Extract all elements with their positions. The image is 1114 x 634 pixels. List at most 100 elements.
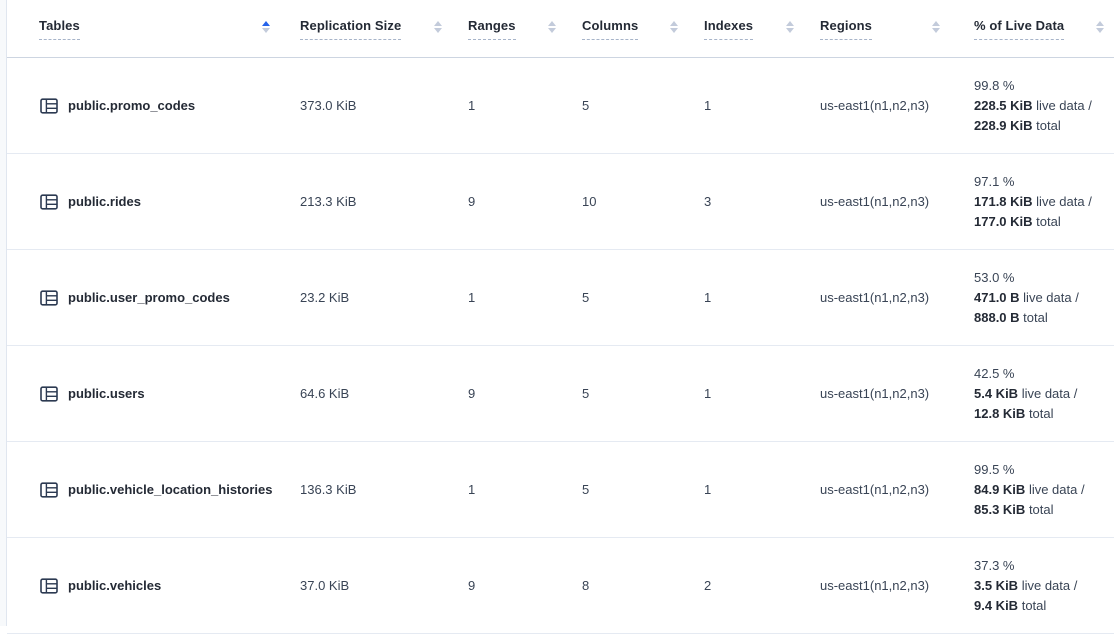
sort-control[interactable]: [786, 20, 794, 33]
table-icon: [39, 384, 59, 404]
table-name-link[interactable]: public.user_promo_codes: [68, 290, 230, 305]
total-data-size: 888.0 B total: [974, 309, 1048, 325]
sort-asc-icon[interactable]: [932, 20, 940, 26]
sort-desc-icon[interactable]: [548, 27, 556, 33]
live-data-cell: 97.1 % 171.8 KiB live data / 177.0 KiB t…: [966, 172, 1114, 232]
table-name-link[interactable]: public.vehicle_location_histories: [68, 482, 273, 497]
regions-cell: us-east1(n1,n2,n3): [820, 482, 930, 497]
table-name-link[interactable]: public.rides: [68, 194, 141, 209]
column-header-label[interactable]: Ranges: [468, 18, 516, 40]
column-header[interactable]: % of Live Data: [966, 18, 1114, 40]
live-data-cell: 42.5 % 5.4 KiB live data / 12.8 KiB tota…: [966, 364, 1114, 424]
columns-cell: 5: [582, 98, 590, 113]
sort-desc-icon[interactable]: [932, 27, 940, 33]
column-header[interactable]: Columns: [582, 18, 704, 40]
column-header[interactable]: Ranges: [468, 18, 582, 40]
regions-cell: us-east1(n1,n2,n3): [820, 194, 930, 209]
table-body: public.promo_codes 373.0 KiB 1 5 1 us-ea…: [7, 58, 1114, 634]
regions-cell: us-east1(n1,n2,n3): [820, 386, 930, 401]
table-icon: [39, 96, 59, 116]
indexes-cell: 1: [704, 482, 712, 497]
live-data-percent: 99.8 %: [974, 77, 1015, 93]
columns-cell: 10: [582, 194, 597, 209]
table-row[interactable]: public.vehicles 37.0 KiB 9 8 2 us-east1(…: [7, 538, 1114, 634]
sort-desc-icon[interactable]: [434, 27, 442, 33]
live-data-size: 3.5 KiB live data /: [974, 577, 1078, 593]
live-data-percent: 37.3 %: [974, 557, 1015, 573]
table-name-link[interactable]: public.users: [68, 386, 145, 401]
replication-size-cell: 136.3 KiB: [300, 482, 357, 497]
column-header-label[interactable]: Replication Size: [300, 18, 402, 40]
column-header-label[interactable]: Indexes: [704, 18, 754, 40]
sort-desc-icon[interactable]: [1096, 27, 1104, 33]
sort-asc-icon[interactable]: [434, 20, 442, 26]
sort-asc-icon[interactable]: [262, 20, 270, 26]
page-left-edge: [0, 0, 7, 626]
ranges-cell: 9: [468, 386, 476, 401]
live-data-percent: 42.5 %: [974, 365, 1015, 381]
table-row[interactable]: public.users 64.6 KiB 9 5 1 us-east1(n1,…: [7, 346, 1114, 442]
columns-cell: 5: [582, 482, 590, 497]
sort-control[interactable]: [548, 20, 556, 33]
sort-desc-icon[interactable]: [670, 27, 678, 33]
indexes-cell: 3: [704, 194, 712, 209]
column-header-label[interactable]: Regions: [820, 18, 872, 40]
sort-control[interactable]: [1096, 20, 1104, 33]
replication-size-cell: 373.0 KiB: [300, 98, 357, 113]
live-data-size: 5.4 KiB live data /: [974, 385, 1078, 401]
table-row[interactable]: public.promo_codes 373.0 KiB 1 5 1 us-ea…: [7, 58, 1114, 154]
column-header[interactable]: Indexes: [704, 18, 820, 40]
column-header-label[interactable]: Tables: [39, 18, 80, 40]
sort-control[interactable]: [262, 20, 270, 33]
columns-cell: 8: [582, 578, 590, 593]
table-row[interactable]: public.vehicle_location_histories 136.3 …: [7, 442, 1114, 538]
live-data-percent: 53.0 %: [974, 269, 1015, 285]
ranges-cell: 1: [468, 290, 476, 305]
total-data-size: 228.9 KiB total: [974, 117, 1061, 133]
table-header-row: Tables Replication Size Ranges Columns I…: [7, 0, 1114, 58]
columns-cell: 5: [582, 386, 590, 401]
sort-desc-icon[interactable]: [786, 27, 794, 33]
table-name-link[interactable]: public.vehicles: [68, 578, 162, 593]
table-name-cell: public.rides: [7, 192, 300, 212]
live-data-cell: 99.8 % 228.5 KiB live data / 228.9 KiB t…: [966, 76, 1114, 136]
sort-asc-icon[interactable]: [670, 20, 678, 26]
columns-cell: 5: [582, 290, 590, 305]
sort-control[interactable]: [932, 20, 940, 33]
total-data-size: 177.0 KiB total: [974, 213, 1061, 229]
sort-asc-icon[interactable]: [1096, 20, 1104, 26]
live-data-percent: 99.5 %: [974, 461, 1015, 477]
column-header-label[interactable]: % of Live Data: [974, 18, 1065, 40]
table-row[interactable]: public.rides 213.3 KiB 9 10 3 us-east1(n…: [7, 154, 1114, 250]
total-data-size: 9.4 KiB total: [974, 597, 1047, 613]
column-header[interactable]: Replication Size: [300, 18, 468, 40]
sort-desc-icon[interactable]: [262, 27, 270, 33]
sort-asc-icon[interactable]: [786, 20, 794, 26]
regions-cell: us-east1(n1,n2,n3): [820, 290, 930, 305]
table-icon: [39, 576, 59, 596]
table-name-link[interactable]: public.promo_codes: [68, 98, 196, 113]
regions-cell: us-east1(n1,n2,n3): [820, 578, 930, 593]
sort-control[interactable]: [670, 20, 678, 33]
live-data-percent: 97.1 %: [974, 173, 1015, 189]
table-icon: [39, 288, 59, 308]
table-row[interactable]: public.user_promo_codes 23.2 KiB 1 5 1 u…: [7, 250, 1114, 346]
live-data-size: 171.8 KiB live data /: [974, 193, 1092, 209]
column-header-label[interactable]: Columns: [582, 18, 639, 40]
sort-asc-icon[interactable]: [548, 20, 556, 26]
column-header[interactable]: Tables: [7, 18, 300, 40]
replication-size-cell: 37.0 KiB: [300, 578, 350, 593]
ranges-cell: 1: [468, 482, 476, 497]
indexes-cell: 2: [704, 578, 712, 593]
live-data-cell: 53.0 % 471.0 B live data / 888.0 B total: [966, 268, 1114, 328]
sort-control[interactable]: [434, 20, 442, 33]
replication-size-cell: 64.6 KiB: [300, 386, 350, 401]
live-data-size: 471.0 B live data /: [974, 289, 1079, 305]
table-name-cell: public.users: [7, 384, 300, 404]
table-name-cell: public.vehicles: [7, 576, 300, 596]
column-header[interactable]: Regions: [820, 18, 966, 40]
indexes-cell: 1: [704, 290, 712, 305]
ranges-cell: 9: [468, 194, 476, 209]
table-name-cell: public.promo_codes: [7, 96, 300, 116]
indexes-cell: 1: [704, 98, 712, 113]
